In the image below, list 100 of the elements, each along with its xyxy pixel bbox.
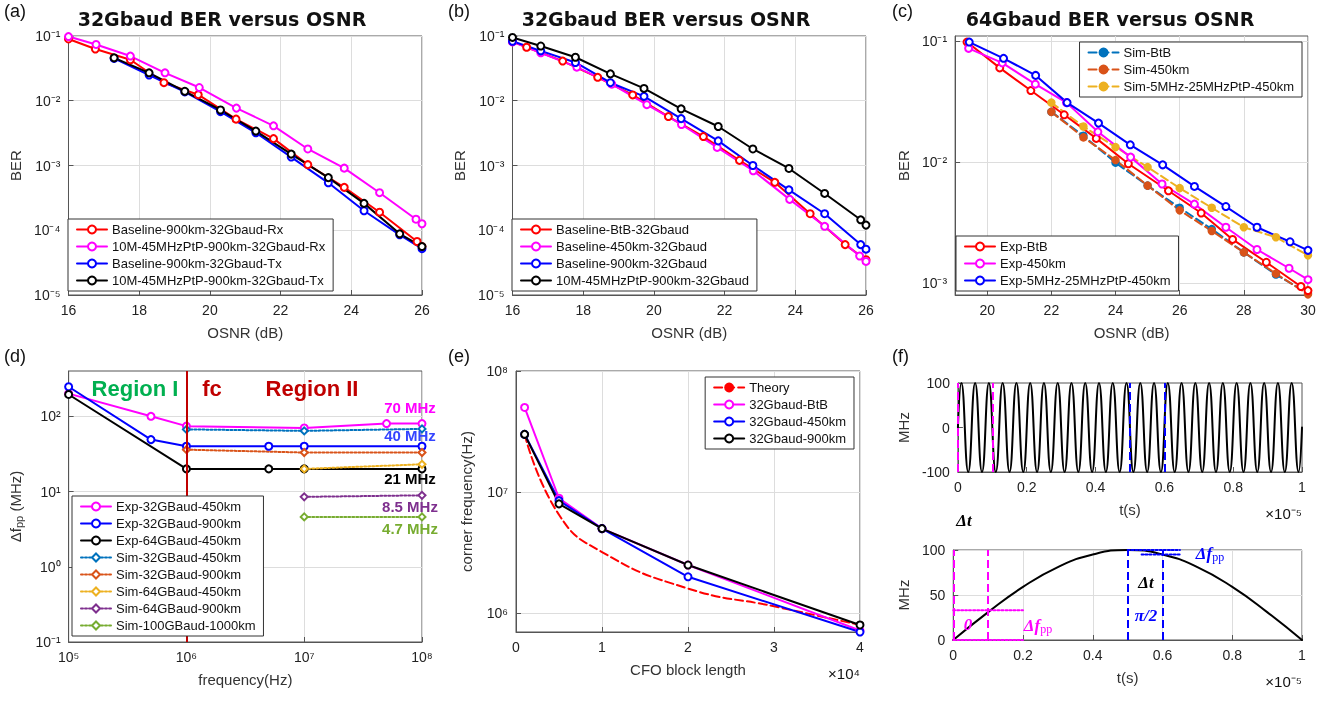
text: ×10⁻⁵ — [1265, 673, 1303, 690]
y-tick-label: 10⁶ — [486, 605, 508, 622]
x-tick-label: 2 — [684, 639, 693, 655]
y-tick-label: 10⁻¹ — [35, 634, 61, 650]
annotation: fc — [202, 375, 222, 401]
chart-title: 32Gbaud BER versus OSNR — [77, 7, 367, 30]
annotation: Region I — [91, 375, 179, 401]
x-tick-label: 0.2 — [1017, 479, 1037, 495]
x-axis-title: t(s) — [1116, 669, 1139, 686]
legend-label: Exp-32GBaud-900km — [116, 516, 242, 531]
x-tick-label: 1 — [598, 639, 607, 655]
annotation: 21 MHz — [384, 469, 436, 487]
x-tick-label: 26 — [858, 302, 874, 318]
x-axis-title: OSNR (dB) — [1093, 324, 1170, 341]
x-tick-label: 10⁵ — [57, 649, 80, 665]
x-tick-label: 20 — [646, 302, 662, 318]
legend-label: Baseline-900km-32Gbaud-Rx — [112, 222, 284, 237]
x-tick-label: 0.4 — [1083, 647, 1103, 663]
y-tick-label: 10⁻⁵ — [34, 287, 61, 303]
y-tick-label: 10⁻² — [479, 92, 505, 109]
x-tick-label: 24 — [343, 302, 360, 318]
y-axis-title: corner frequency(Hz) — [458, 431, 475, 572]
x-tick-label: 26 — [414, 302, 430, 318]
legend-label: 10M-45MHzPtP-900km-32Gbaud — [556, 273, 749, 288]
annotation: Region II — [265, 375, 359, 401]
y-tick-label: 100 — [921, 542, 946, 558]
y-axis-title: BER — [895, 149, 912, 181]
x-tick-label: 0.8 — [1223, 479, 1244, 495]
legend-label: 10M-45MHzPtP-900km-32Gbaud-Tx — [112, 273, 325, 288]
x-tick-label: 10⁸ — [411, 649, 433, 665]
y-tick-label: 10⁻¹ — [479, 28, 505, 44]
y-tick-label: 10¹ — [40, 483, 61, 500]
x-tick-label: 22 — [272, 302, 289, 318]
x-tick-label: 0.6 — [1152, 647, 1173, 663]
annotation: 8.5 MHz — [382, 497, 438, 515]
x-tick-label: 30 — [1300, 302, 1316, 318]
x-tick-label: 3 — [770, 639, 779, 655]
text: (c) — [892, 1, 913, 21]
chart-title: 64Gbaud BER versus OSNR — [965, 7, 1255, 30]
x-tick-label: 10⁶ — [175, 649, 198, 665]
text: (a) — [4, 1, 26, 21]
y-tick-label: 10² — [40, 408, 61, 425]
y-axis-title: BER — [7, 149, 24, 181]
y-tick-label: 10⁸ — [486, 363, 509, 379]
x-tick-label: 0.6 — [1154, 479, 1175, 495]
x-tick-label: 0.8 — [1222, 647, 1243, 663]
x-tick-label: 24 — [787, 302, 804, 318]
y-tick-label: 10⁻³ — [479, 157, 505, 174]
legend-label: 10M-45MHzPtP-900km-32Gbaud-Rx — [112, 239, 326, 254]
y-axis-title: MHz — [895, 579, 912, 611]
x-axis-title: t(s) — [1119, 501, 1141, 518]
x-tick-label: 18 — [131, 302, 148, 318]
y-tick-label: 10⁻² — [921, 154, 948, 171]
x-tick-label: 24 — [1107, 302, 1124, 318]
annotation: 4.7 MHz — [382, 519, 438, 537]
legend-label: Sim-BtB — [1123, 45, 1172, 60]
y-tick-label: 100 — [926, 375, 951, 391]
x-tick-label: 4 — [856, 639, 865, 655]
text: ×10⁻⁵ — [1265, 505, 1303, 522]
legend-label: Exp-32GBaud-450km — [116, 499, 242, 514]
x-tick-label: 22 — [716, 302, 733, 318]
legend-label: Baseline-BtB-32Gbaud — [556, 222, 689, 237]
legend-label: Exp-450km — [1000, 256, 1066, 271]
x-tick-label: 10⁷ — [293, 649, 315, 665]
x-tick-label: 20 — [202, 302, 218, 318]
x-tick-label: 28 — [1236, 302, 1252, 318]
x-tick-label: 22 — [1043, 302, 1060, 318]
annotation: 40 MHz — [384, 426, 436, 444]
legend-label: Baseline-900km-32Gbaud-Tx — [112, 256, 283, 271]
text: (b) — [448, 1, 470, 21]
y-axis-title: BER — [451, 149, 468, 181]
y-tick-label: 10⁻³ — [35, 157, 61, 174]
y-tick-label: 0 — [942, 419, 951, 436]
text: (f) — [892, 346, 909, 366]
text: (e) — [448, 346, 470, 366]
legend-label: Exp-64GBaud-450km — [116, 533, 242, 548]
legend-label: Sim-64GBaud-450km — [116, 584, 241, 599]
y-tick-label: 10⁻⁴ — [33, 222, 61, 239]
y-axis-title: MHz — [895, 412, 912, 443]
annotation: Δt — [1137, 572, 1155, 592]
y-tick-label: 50 — [929, 587, 946, 603]
legend-label: Sim-32GBaud-450km — [116, 550, 241, 565]
x-tick-label: 26 — [1171, 302, 1188, 318]
y-axis-title: Δfpp (MHz) — [7, 470, 25, 543]
legend-label: 32Gbaud-450km — [749, 414, 846, 429]
legend-label: Sim-5MHz-25MHzPtP-450km — [1123, 79, 1295, 94]
x-tick-label: 16 — [60, 302, 77, 318]
y-tick-label: 10⁻³ — [921, 275, 948, 292]
legend-label: Theory — [749, 380, 791, 395]
text: Δt — [955, 510, 973, 530]
x-tick-label: 0.2 — [1013, 647, 1033, 663]
x-tick-label: 18 — [575, 302, 592, 318]
text: (d) — [4, 346, 26, 366]
annotation: 70 MHz — [384, 398, 436, 416]
legend-label: Sim-64GBaud-900km — [116, 601, 241, 616]
chart-title: 32Gbaud BER versus OSNR — [521, 7, 811, 30]
x-tick-label: 0 — [512, 639, 521, 655]
x-tick-label: 0.4 — [1085, 479, 1106, 495]
x-axis-title: frequency(Hz) — [198, 671, 293, 688]
y-tick-label: 10⁻⁴ — [477, 222, 505, 239]
